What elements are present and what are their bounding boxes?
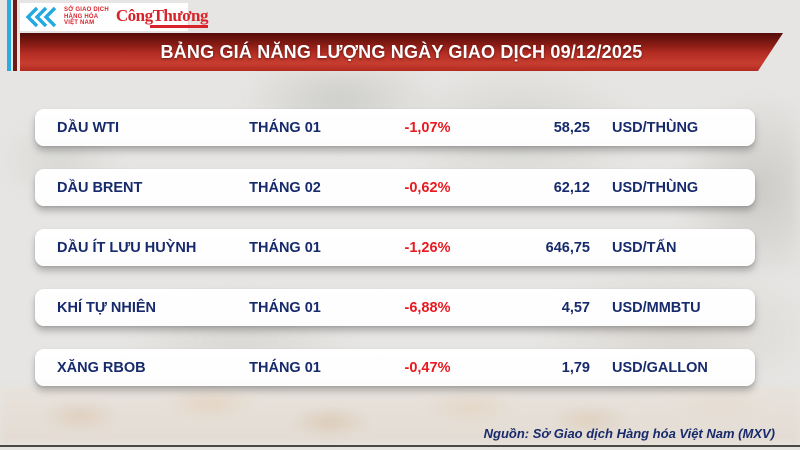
contract-month: THÁNG 02	[249, 179, 321, 196]
change-percent: -1,07%	[404, 119, 451, 136]
table-row-rbob-gasoline: XĂNG RBOB THÁNG 01 -0,47% 1,79 USD/GALLO…	[35, 349, 755, 386]
table-row-wti: DẦU WTI THÁNG 01 -1,07% 58,25 USD/THÙNG	[35, 109, 755, 146]
contract-month: THÁNG 01	[249, 239, 321, 256]
commodity-name: XĂNG RBOB	[57, 359, 146, 376]
price-value: 58,25	[553, 119, 590, 136]
price-value: 646,75	[545, 239, 590, 256]
contract-month: THÁNG 01	[249, 119, 321, 136]
table-row-natural-gas: KHÍ TỰ NHIÊN THÁNG 01 -6,88% 4,57 USD/MM…	[35, 289, 755, 326]
unit-label: USD/THÙNG	[612, 119, 699, 136]
masthead: SỞ GIAO DỊCH HÀNG HÓA VIỆT NAM CôngThươn…	[20, 3, 208, 31]
table-row-grid: DẦU ÍT LƯU HUỲNH THÁNG 01 -1,26% 646,75 …	[35, 229, 755, 266]
unit-label: USD/MMBTU	[612, 299, 701, 316]
change-percent: -1,26%	[404, 239, 451, 256]
exchange-name: SỞ GIAO DỊCH HÀNG HÓA VIỆT NAM	[64, 7, 109, 27]
contract-month: THÁNG 01	[249, 299, 321, 316]
congthuong-logo-text: CôngThương	[115, 5, 209, 25]
change-percent: -0,47%	[404, 359, 451, 376]
price-value: 62,12	[553, 179, 590, 196]
table-row-grid: KHÍ TỰ NHIÊN THÁNG 01 -6,88% 4,57 USD/MM…	[35, 289, 755, 326]
price-value: 1,79	[561, 359, 590, 376]
congthuong-logo: CôngThương	[116, 7, 208, 28]
table-row-grid: XĂNG RBOB THÁNG 01 -0,47% 1,79 USD/GALLO…	[35, 349, 755, 386]
unit-label: USD/GALLON	[612, 359, 708, 376]
table-row-low-sulfur-oil: DẦU ÍT LƯU HUỲNH THÁNG 01 -1,26% 646,75 …	[35, 229, 755, 266]
commodity-name: DẦU WTI	[57, 119, 120, 136]
source-note: Nguồn: Sở Giao dịch Hàng hóa Việt Nam (M…	[483, 426, 775, 441]
table-row-brent: DẦU BRENT THÁNG 02 -0,62% 62,12 USD/THÙN…	[35, 169, 755, 206]
mxv-chevron-logo-icon	[24, 6, 60, 28]
commodity-name: KHÍ TỰ NHIÊN	[57, 299, 157, 316]
commodity-name: DẦU BRENT	[57, 179, 143, 196]
change-percent: -6,88%	[404, 299, 451, 316]
table-row-grid: DẦU BRENT THÁNG 02 -0,62% 62,12 USD/THÙN…	[35, 169, 755, 206]
price-value: 4,57	[561, 299, 590, 316]
contract-month: THÁNG 01	[249, 359, 321, 376]
congthuong-logo-bar	[149, 24, 208, 28]
title-banner: BẢNG GIÁ NĂNG LƯỢNG NGÀY GIAO DỊCH 09/12…	[20, 33, 783, 71]
change-percent: -0,62%	[404, 179, 451, 196]
accent-stripe-cyan	[7, 0, 11, 71]
table-row-grid: DẦU WTI THÁNG 01 -1,07% 58,25 USD/THÙNG	[35, 109, 755, 146]
accent-stripe-maroon	[13, 0, 17, 71]
page-title: BẢNG GIÁ NĂNG LƯỢNG NGÀY GIAO DỊCH 09/12…	[160, 41, 643, 62]
unit-label: USD/THÙNG	[612, 179, 699, 196]
commodity-name: DẦU ÍT LƯU HUỲNH	[57, 239, 197, 256]
unit-label: USD/TẤN	[612, 239, 677, 256]
bottom-border	[0, 445, 800, 447]
